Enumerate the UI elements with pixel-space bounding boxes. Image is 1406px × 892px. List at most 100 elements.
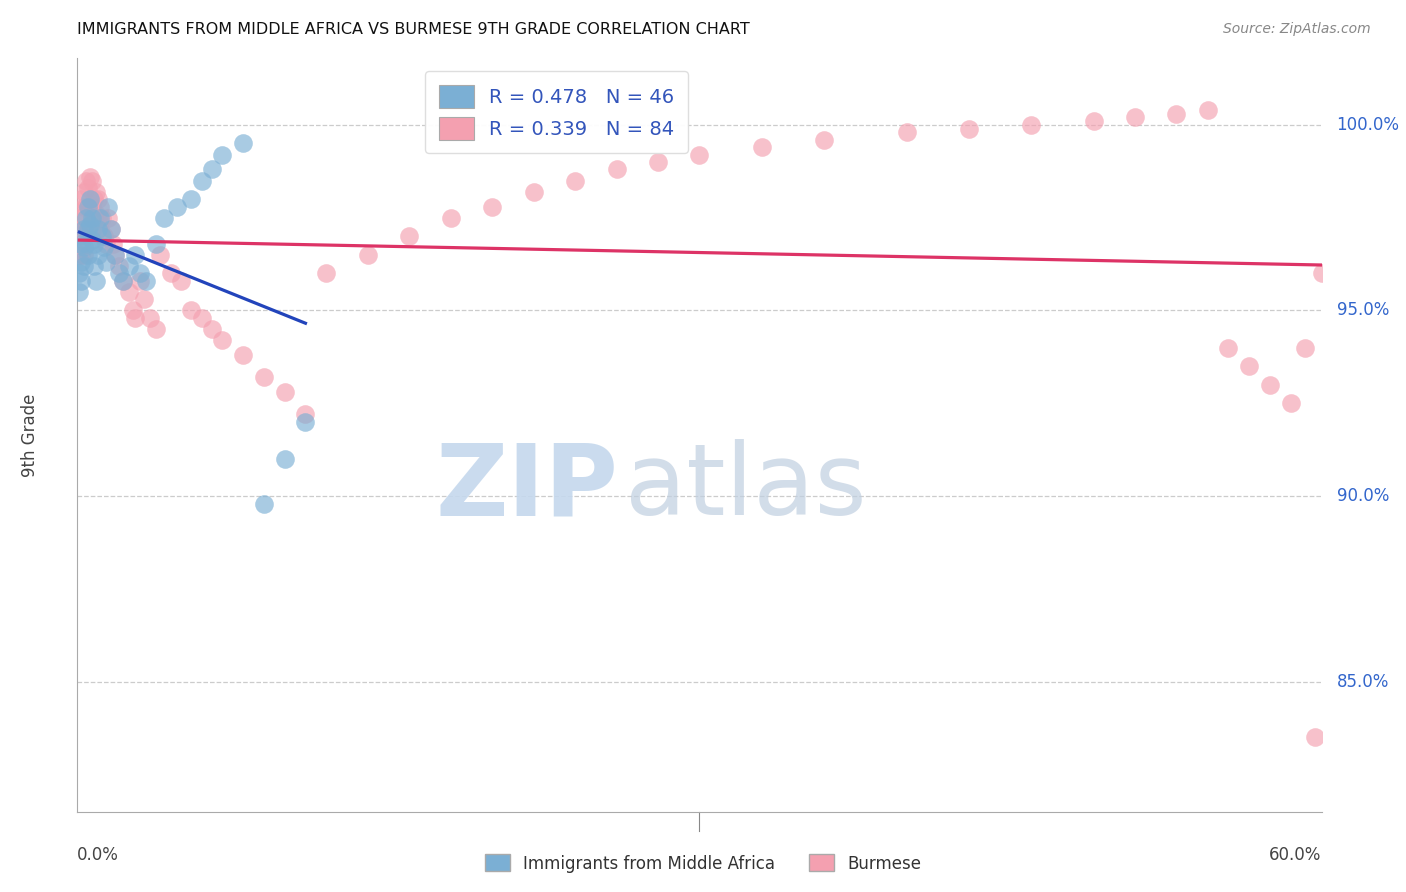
Point — [108, 266, 131, 280]
Point — [79, 192, 101, 206]
Point — [294, 415, 316, 429]
Point — [896, 125, 918, 139]
Point — [357, 248, 380, 262]
Point — [76, 181, 98, 195]
Point — [72, 221, 94, 235]
Text: 9th Grade: 9th Grade — [21, 393, 39, 476]
Text: Source: ZipAtlas.com: Source: ZipAtlas.com — [1223, 22, 1371, 37]
Point — [1123, 111, 1146, 125]
Point — [70, 229, 93, 244]
Point — [118, 285, 141, 299]
Point — [211, 147, 233, 161]
Point — [159, 266, 181, 280]
Point — [253, 497, 276, 511]
Point — [70, 211, 93, 225]
Point — [201, 322, 224, 336]
Point — [232, 348, 254, 362]
Point — [153, 211, 176, 225]
Point — [70, 248, 93, 262]
Point — [274, 452, 297, 467]
Point — [80, 233, 103, 247]
Point — [67, 248, 90, 262]
Point — [79, 200, 101, 214]
Point — [124, 248, 146, 262]
Point — [191, 310, 214, 325]
Point — [104, 248, 127, 262]
Point — [67, 266, 90, 280]
Text: IMMIGRANTS FROM MIDDLE AFRICA VS BURMESE 9TH GRADE CORRELATION CHART: IMMIGRANTS FROM MIDDLE AFRICA VS BURMESE… — [77, 22, 749, 37]
Point — [93, 229, 115, 244]
Point — [79, 218, 101, 232]
Point — [96, 255, 118, 269]
Point — [101, 236, 124, 251]
Point — [67, 211, 90, 225]
Point — [564, 173, 586, 187]
Point — [87, 192, 110, 206]
Point — [75, 173, 97, 187]
Point — [76, 248, 98, 262]
Point — [1279, 396, 1302, 410]
Point — [118, 259, 141, 273]
Point — [84, 207, 107, 221]
Point — [91, 229, 114, 244]
Point — [80, 221, 103, 235]
Point — [72, 240, 94, 254]
Point — [84, 185, 107, 199]
Point — [89, 200, 111, 214]
Point — [87, 221, 110, 235]
Point — [1258, 377, 1281, 392]
Point — [957, 121, 980, 136]
Point — [89, 211, 111, 225]
Point — [440, 211, 463, 225]
Point — [97, 211, 120, 225]
Point — [76, 221, 98, 235]
Legend: Immigrants from Middle Africa, Burmese: Immigrants from Middle Africa, Burmese — [478, 847, 928, 880]
Point — [1320, 229, 1343, 244]
Point — [689, 147, 711, 161]
Point — [87, 248, 110, 262]
Point — [128, 274, 150, 288]
Point — [111, 274, 134, 288]
Point — [139, 310, 162, 325]
Point — [83, 259, 105, 273]
Point — [100, 221, 122, 235]
Point — [72, 259, 94, 273]
Point — [70, 192, 93, 206]
Point — [80, 200, 103, 214]
Point — [145, 322, 167, 336]
Point — [1197, 103, 1219, 117]
Point — [76, 200, 98, 214]
Point — [180, 303, 202, 318]
Point — [135, 274, 157, 288]
Point — [1021, 118, 1043, 132]
Point — [80, 211, 103, 225]
Point — [1310, 266, 1333, 280]
Point — [606, 162, 628, 177]
Point — [83, 236, 105, 251]
Point — [111, 274, 134, 288]
Point — [128, 266, 150, 280]
Point — [84, 274, 107, 288]
Text: 100.0%: 100.0% — [1337, 116, 1399, 134]
Text: 0.0%: 0.0% — [77, 846, 120, 863]
Point — [122, 303, 145, 318]
Point — [166, 200, 188, 214]
Point — [91, 211, 114, 225]
Point — [191, 173, 214, 187]
Point — [294, 408, 316, 422]
Point — [75, 236, 97, 251]
Text: 85.0%: 85.0% — [1337, 673, 1389, 690]
Point — [67, 285, 90, 299]
Point — [1218, 341, 1240, 355]
Point — [813, 133, 835, 147]
Point — [89, 221, 111, 235]
Point — [87, 211, 110, 225]
Point — [124, 310, 146, 325]
Point — [70, 274, 93, 288]
Point — [93, 240, 115, 254]
Point — [149, 248, 172, 262]
Point — [70, 236, 93, 251]
Point — [398, 229, 420, 244]
Point — [1237, 359, 1260, 373]
Point — [523, 185, 546, 199]
